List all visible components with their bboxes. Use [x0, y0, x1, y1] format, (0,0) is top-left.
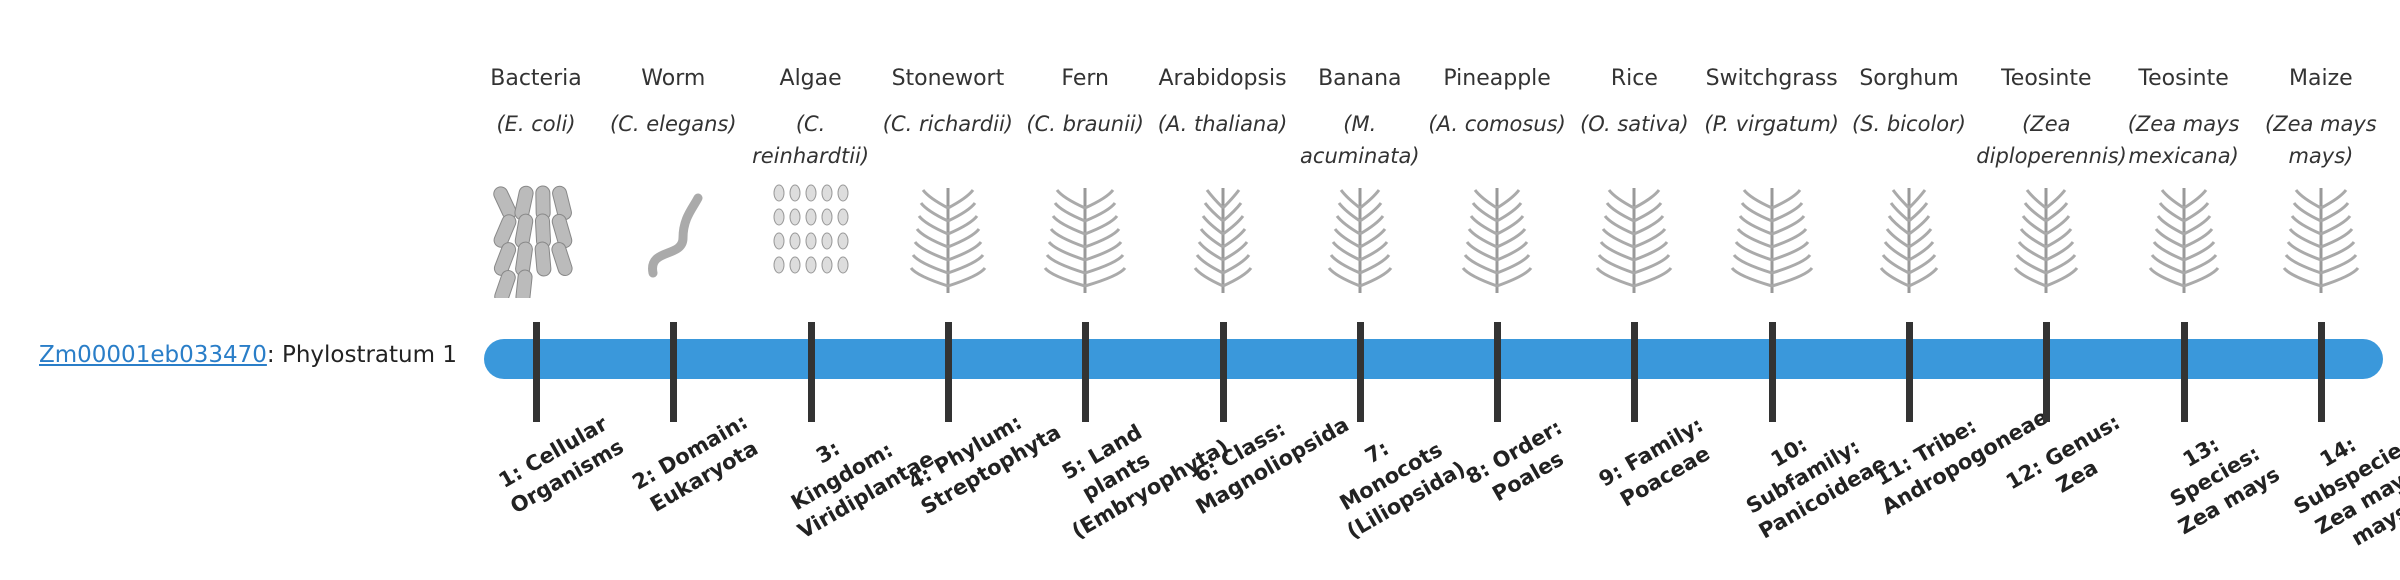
- stratum-label: 9: Family: Poaceae: [1595, 412, 1715, 512]
- organism-illustration: [773, 184, 849, 274]
- scientific-name: (Zea mays mexicana): [2127, 112, 2240, 168]
- scientific-name: (P. virgatum): [1704, 112, 1839, 136]
- organism-illustration: [1461, 188, 1533, 293]
- common-name: Rice: [1610, 66, 1658, 91]
- gene-label: Zm00001eb033470: Phylostratum 1: [39, 342, 457, 368]
- timeline-tick: [533, 322, 540, 422]
- timeline-tick: [1356, 322, 1364, 422]
- scientific-name: (C. braunii): [1026, 112, 1144, 136]
- organism-illustration: [1043, 188, 1127, 293]
- common-name: Worm: [641, 66, 706, 91]
- stratum-label: 10: Subfamily: Panicoideae: [1741, 432, 1891, 544]
- scientific-name: (M. acuminata): [1300, 112, 1420, 168]
- timeline-tick: [1082, 322, 1090, 422]
- timeline-tick: [670, 322, 678, 422]
- stratum-label: 13: Species: Zea mays: [2165, 432, 2284, 540]
- organism-illustration: [2282, 188, 2360, 293]
- timeline-tick: [1906, 322, 1913, 422]
- phylostratum-label: : Phylostratum 1: [266, 342, 457, 368]
- common-name: Fern: [1061, 66, 1109, 91]
- timeline-tick: [2043, 322, 2051, 422]
- common-name: Stonewort: [891, 66, 1005, 91]
- stratum-label: 6: Class: Magnoliopsida: [1189, 412, 1353, 520]
- organism-illustration: [1596, 188, 1673, 293]
- stratum-label: 1: Cellular Organisms: [494, 411, 628, 519]
- common-name: Switchgrass: [1705, 66, 1838, 91]
- timeline-tick: [2317, 322, 2325, 422]
- timeline-tick: [1768, 322, 1776, 422]
- timeline-tick: [944, 322, 952, 422]
- stratum-label: 2: Domain: Eukaryota: [628, 409, 763, 517]
- common-name: Maize: [2289, 66, 2353, 91]
- organism-illustration: [2148, 188, 2219, 293]
- common-name: Teosinte: [2138, 66, 2229, 91]
- timeline-tick: [1631, 322, 1639, 422]
- organism-illustration: [2014, 188, 2079, 293]
- scientific-name: (Zea mays mays): [2265, 112, 2377, 168]
- scientific-name: (C. elegans): [610, 112, 737, 136]
- scientific-name: (O. sativa): [1580, 112, 1689, 136]
- stratum-label: 11: Tribe: Andropogoneae: [1871, 404, 2053, 520]
- timeline-tick: [2180, 322, 2188, 422]
- scientific-name: (C. richardii): [882, 112, 1013, 136]
- scientific-name: (A. comosus): [1428, 112, 1566, 136]
- common-name: Sorghum: [1859, 66, 1959, 91]
- organism-illustration: [1327, 188, 1392, 293]
- common-name: Algae: [779, 66, 842, 91]
- organism-illustration: [1730, 188, 1813, 293]
- common-name: Bacteria: [490, 66, 582, 91]
- organism-illustration: [648, 193, 703, 278]
- timeline-tick: [807, 322, 815, 422]
- stratum-label: 3: Kingdom: Viridiplantae: [786, 435, 938, 544]
- common-name: Banana: [1318, 66, 1402, 91]
- gene-link[interactable]: Zm00001eb033470: [39, 342, 267, 368]
- common-name: Teosinte: [2001, 66, 2092, 91]
- stratum-label: 8: Order: Poales: [1461, 415, 1568, 507]
- organism-illustration: [493, 185, 573, 298]
- timeline-tick: [1219, 322, 1227, 422]
- stratum-label: 4: Phylum: Streptophyta: [903, 410, 1065, 520]
- scientific-name: (C. reinhardtii): [752, 112, 870, 168]
- timeline-bar: [484, 339, 2383, 379]
- stratum-label: 14: Subspecies: Zea mays mays: [2289, 427, 2400, 551]
- common-name: Arabidopsis: [1158, 66, 1287, 91]
- stratum-label: 5: Land plants (Embryophyta): [1058, 419, 1234, 544]
- timeline-tick: [1494, 322, 1502, 422]
- organism-illustration: [1193, 188, 1252, 293]
- scientific-name: (Zea diploperennis): [1976, 112, 2127, 168]
- organism-illustration: [1879, 188, 1939, 293]
- common-name: Pineapple: [1443, 66, 1551, 91]
- scientific-name: (S. bicolor): [1852, 112, 1966, 136]
- organism-illustration: [909, 188, 987, 293]
- scientific-name: (E. coli): [496, 112, 576, 136]
- scientific-name: (A. thaliana): [1157, 112, 1288, 136]
